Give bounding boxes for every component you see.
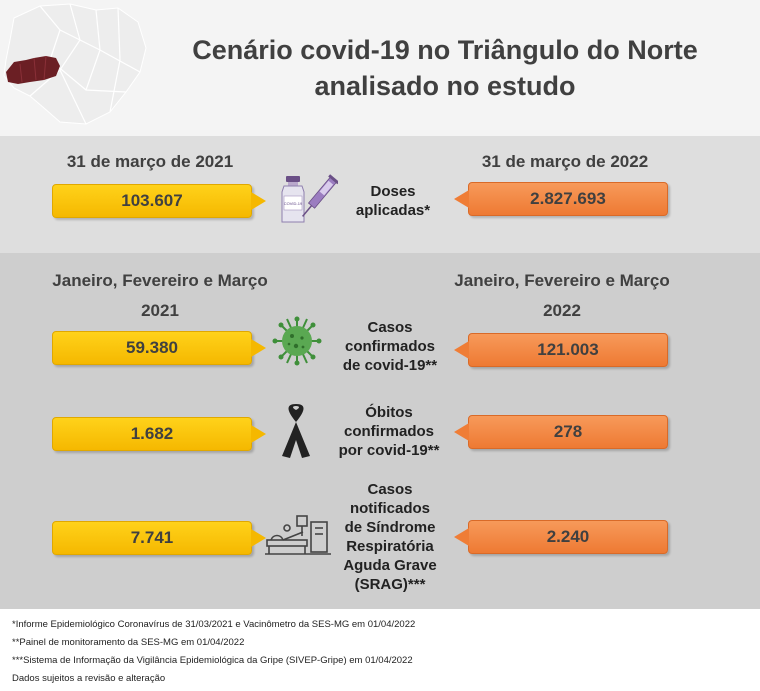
- virus-icon: [272, 316, 322, 366]
- srag-left-value: 7.741: [52, 521, 266, 555]
- cases-label-line-1: Casos: [367, 319, 413, 336]
- srag-label-line-5: Aguda Grave: [343, 557, 437, 574]
- deaths-right-value: 278: [454, 415, 668, 449]
- footnote-1: *Informe Epidemiológico Coronavírus de 3…: [12, 619, 416, 630]
- cases-label-line-3: de covid-19**: [342, 357, 438, 374]
- srag-label-line-6: (SRAG)***: [354, 576, 426, 593]
- footnote-4: Dados sujeitos a revisão e alteração: [12, 673, 166, 684]
- doses-left-value: 103.607: [52, 184, 266, 218]
- period-right-line-1: Janeiro, Fevereiro e Março: [454, 271, 670, 290]
- vaccine-vial-text: COVID-19: [284, 201, 303, 206]
- period-right-line-2: 2022: [543, 301, 581, 320]
- deaths-label: Óbitos confirmados por covid-19**: [326, 403, 452, 460]
- srag-label-line-3: de Síndrome: [344, 519, 436, 536]
- cases-label-line-2: confirmados: [344, 338, 435, 355]
- doses-label-line-1: Doses: [370, 183, 416, 200]
- mourning-ribbon-icon: [282, 404, 310, 458]
- vaccine-icon: COVID-19: [281, 174, 338, 223]
- deaths-label-line-3: por covid-19**: [338, 442, 440, 459]
- title-line-1: Cenário covid-19 no Triângulo do Norte: [192, 35, 698, 65]
- footnote-2: **Painel de monitoramento da SES-MG em 0…: [12, 637, 245, 648]
- page-title: Cenário covid-19 no Triângulo do Norte a…: [160, 32, 730, 104]
- header: Cenário covid-19 no Triângulo do Norte a…: [0, 0, 760, 133]
- title-line-2: analisado no estudo: [314, 71, 576, 101]
- deaths-left-value: 1.682: [52, 417, 266, 451]
- hospital-bed-icon: [265, 515, 331, 555]
- srag-label-line-4: Respiratória: [346, 538, 434, 555]
- cases-left-value: 59.380: [52, 331, 266, 365]
- doses-right-header: 31 de março de 2022: [481, 152, 649, 171]
- footnotes: *Informe Epidemiológico Coronavírus de 3…: [0, 609, 760, 691]
- doses-label-line-2: aplicadas*: [355, 202, 431, 219]
- doses-label: Doses aplicadas*: [348, 182, 438, 220]
- footnote-3: ***Sistema de Informação da Vigilância E…: [12, 655, 413, 666]
- doses-right-value: 2.827.693: [454, 182, 668, 216]
- minas-gerais-map-icon: [3, 3, 147, 125]
- srag-right-value: 2.240: [454, 520, 668, 554]
- srag-label-line-1: Casos: [367, 481, 413, 498]
- period-left-line-2: 2021: [141, 301, 179, 320]
- period-left-line-1: Janeiro, Fevereiro e Março: [52, 271, 268, 290]
- doses-left-header: 31 de março de 2021: [66, 152, 234, 171]
- deaths-label-line-1: Óbitos: [365, 404, 413, 421]
- cases-right-value: 121.003: [454, 333, 668, 367]
- cases-label: Casos confirmados de covid-19**: [334, 318, 446, 375]
- period-right-header: Janeiro, Fevereiro e Março 2022: [432, 266, 692, 326]
- deaths-label-line-2: confirmados: [343, 423, 434, 440]
- srag-label-line-2: notificados: [349, 500, 430, 517]
- srag-label: Casos notificados de Síndrome Respiratór…: [334, 480, 446, 594]
- period-left-header: Janeiro, Fevereiro e Março 2021: [30, 266, 290, 326]
